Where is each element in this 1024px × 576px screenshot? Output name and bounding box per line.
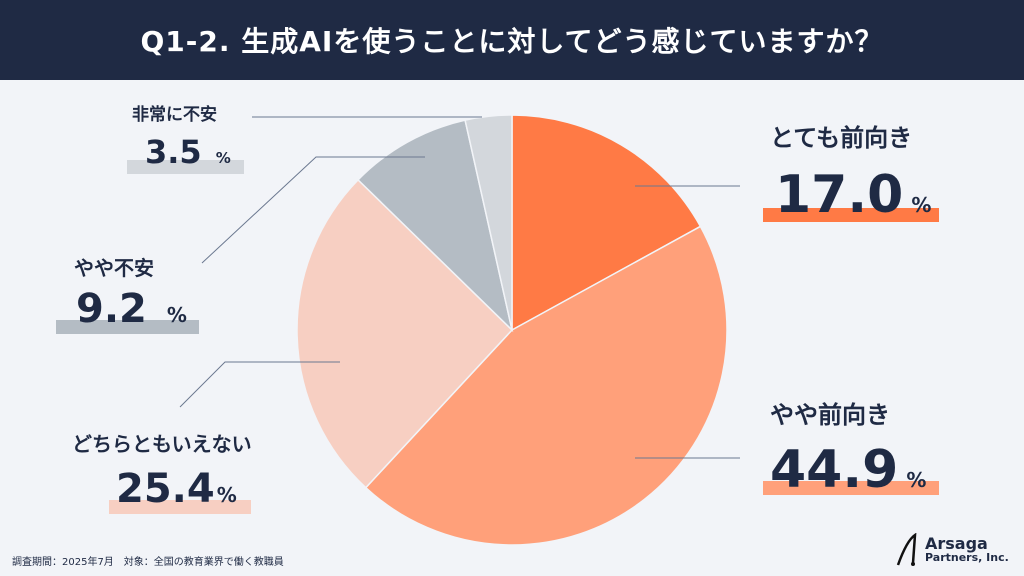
slice-value-4: 3.5% bbox=[145, 133, 231, 171]
slice-label-4: 非常に不安 bbox=[132, 105, 217, 125]
logo-sub: Partners, Inc. bbox=[925, 551, 1009, 564]
leader-line-2 bbox=[179, 361, 340, 408]
arsaga-logo-icon bbox=[896, 533, 917, 566]
slice-value-text-3: 9.2 bbox=[76, 286, 147, 332]
unit: % bbox=[215, 149, 231, 167]
pie-slice-0 bbox=[511, 114, 702, 332]
value-bar-4 bbox=[127, 160, 244, 174]
value-bar-3 bbox=[56, 320, 199, 334]
unit: % bbox=[166, 303, 187, 327]
pie-slice-4 bbox=[464, 114, 513, 331]
pie-slice-3 bbox=[357, 119, 514, 333]
slice-label-2: どちらともいえない bbox=[72, 432, 252, 456]
value-bar-0 bbox=[763, 208, 939, 222]
slice-value-1: 44.9% bbox=[770, 440, 926, 500]
slice-value-text-0: 17.0 bbox=[775, 165, 904, 225]
slice-value-text-4: 3.5 bbox=[145, 133, 202, 171]
unit: % bbox=[911, 193, 932, 217]
slice-value-text-2: 25.4 bbox=[116, 466, 215, 512]
leader-line-3 bbox=[201, 156, 425, 264]
page-title: Q1-2. 生成AIを使うことに対してどう感じていますか？ bbox=[0, 0, 1024, 80]
slice-label-1: やや前向き bbox=[770, 401, 890, 429]
value-bar-2 bbox=[109, 500, 251, 514]
slice-label-3: やや不安 bbox=[74, 256, 154, 280]
slice-value-3: 9.2% bbox=[76, 286, 187, 332]
pie-slice-2 bbox=[296, 178, 514, 489]
logo-name: Arsaga bbox=[925, 534, 988, 553]
survey-note: 調査期間：2025年7月 対象：全国の教育業界で働く教職員 bbox=[12, 557, 284, 568]
unit: % bbox=[906, 468, 927, 492]
slice-label-0: とても前向き bbox=[770, 124, 913, 152]
slice-value-text-1: 44.9 bbox=[770, 440, 899, 500]
unit: % bbox=[216, 483, 237, 507]
pie-slice-1 bbox=[364, 225, 728, 546]
slice-value-2: 25.4% bbox=[116, 466, 237, 512]
logo: Arsaga Partners, Inc. bbox=[895, 533, 1009, 567]
value-bar-1 bbox=[763, 481, 939, 495]
slice-value-0: 17.0% bbox=[775, 165, 931, 225]
